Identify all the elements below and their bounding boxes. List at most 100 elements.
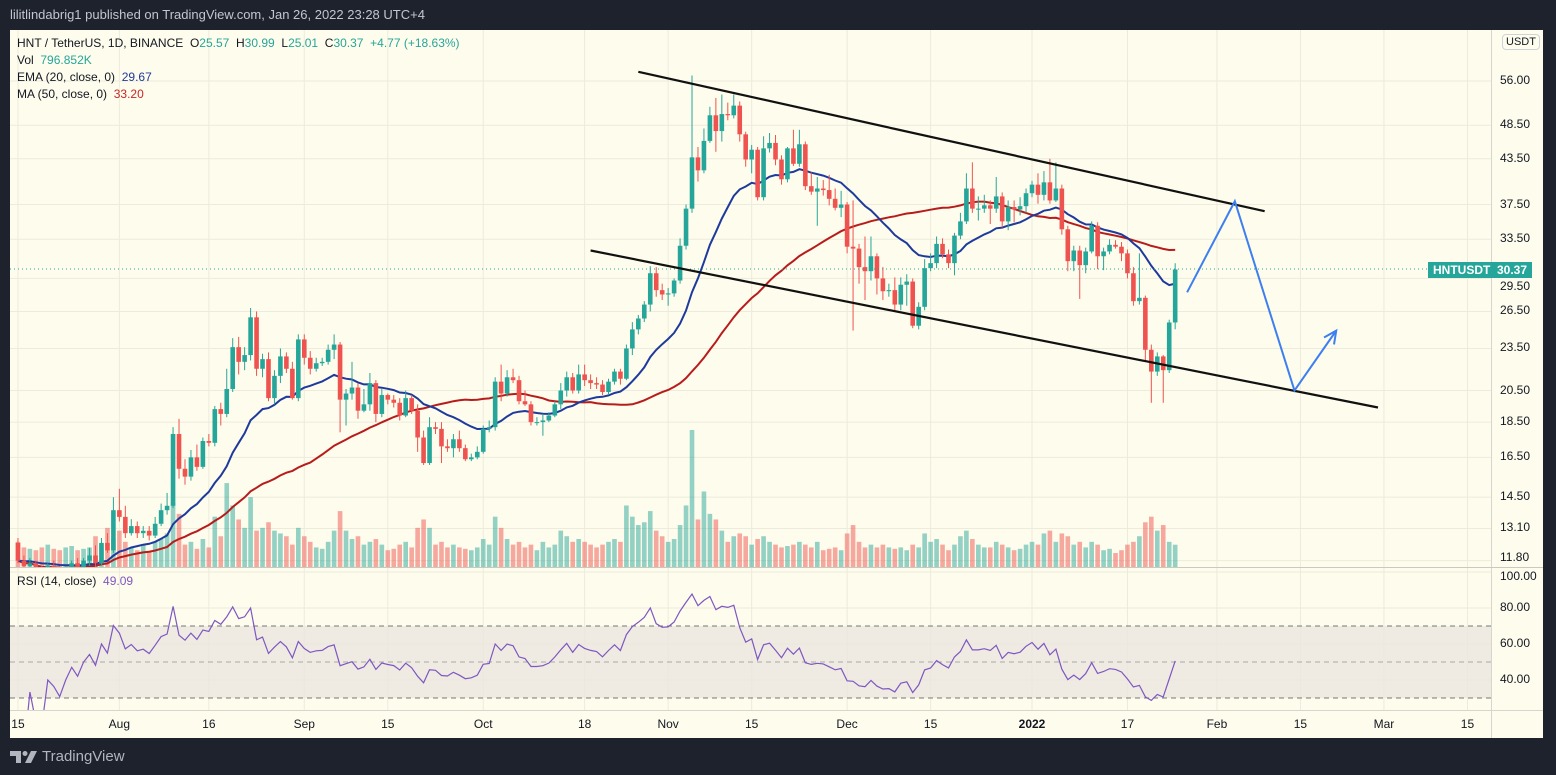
volume-bar bbox=[546, 547, 552, 567]
volume-bar bbox=[838, 550, 844, 567]
volume-bar bbox=[1107, 548, 1112, 567]
candle-body bbox=[838, 204, 844, 208]
candle-body bbox=[1095, 225, 1100, 257]
volume-bar bbox=[1113, 553, 1118, 567]
volume-bar bbox=[630, 516, 635, 567]
candle-body bbox=[224, 389, 230, 414]
time-tick-label: Feb bbox=[1206, 717, 1228, 731]
candle-body bbox=[498, 381, 504, 394]
volume-bar bbox=[606, 541, 611, 567]
volume-bar bbox=[653, 530, 659, 567]
volume-bar bbox=[1166, 541, 1172, 567]
moving-averages bbox=[17, 168, 1176, 567]
candle-body bbox=[677, 245, 683, 281]
projection-path[interactable] bbox=[1186, 198, 1338, 393]
volume-bar bbox=[910, 544, 916, 567]
candle-body bbox=[970, 188, 975, 209]
candle-body bbox=[260, 359, 265, 369]
volume-bar bbox=[111, 539, 116, 567]
volume-bar bbox=[659, 536, 665, 567]
candle-body bbox=[886, 290, 892, 292]
volume-bar bbox=[296, 527, 301, 567]
volume-bar bbox=[1125, 544, 1130, 567]
volume-bar bbox=[1119, 550, 1124, 567]
volume-bar bbox=[785, 546, 790, 567]
candle-body bbox=[1077, 250, 1083, 266]
candle-body bbox=[1035, 184, 1041, 195]
candle-body bbox=[755, 149, 760, 198]
candle-body bbox=[779, 159, 784, 180]
candle-body bbox=[463, 448, 468, 460]
candle-body bbox=[1160, 356, 1166, 371]
volume-bar bbox=[719, 530, 725, 567]
volume-bar bbox=[1154, 530, 1160, 567]
candle-body bbox=[409, 398, 414, 411]
candle-body bbox=[552, 404, 558, 416]
candle-body bbox=[75, 563, 80, 567]
candle-body bbox=[331, 344, 337, 350]
volume-bar bbox=[200, 539, 206, 567]
volume-bar bbox=[254, 530, 259, 567]
candle-body bbox=[355, 387, 361, 411]
volume-bar bbox=[600, 544, 605, 567]
ma-legend[interactable]: MA (50, close, 0) 33.20 bbox=[17, 87, 144, 101]
channel-lower[interactable] bbox=[590, 249, 1379, 409]
volume-bar bbox=[1023, 544, 1029, 567]
volume-bar bbox=[970, 539, 975, 567]
volume-bar bbox=[755, 539, 760, 567]
volume-legend[interactable]: Vol 796.852K bbox=[17, 53, 92, 67]
ema-value: 29.67 bbox=[121, 70, 152, 84]
volume-value: 796.852K bbox=[40, 53, 92, 67]
candle-body bbox=[540, 420, 546, 423]
candle-body bbox=[976, 208, 981, 210]
volume-bar bbox=[451, 544, 456, 567]
price-tick-label: 37.50 bbox=[1500, 196, 1531, 211]
drawings[interactable] bbox=[590, 70, 1379, 409]
candle-body bbox=[117, 510, 122, 517]
candle-body bbox=[427, 427, 432, 464]
symbol-legend[interactable]: HNT / TetherUS, 1D, BINANCE O25.57 H30.9… bbox=[17, 36, 460, 50]
ema-legend[interactable]: EMA (20, close, 0) 29.67 bbox=[17, 70, 152, 84]
time-tick-label: Sep bbox=[293, 717, 315, 731]
volume-bar bbox=[618, 541, 623, 567]
price-tick-label: 23.50 bbox=[1500, 340, 1531, 355]
volume-bar bbox=[767, 541, 772, 567]
volume-bar bbox=[445, 547, 450, 567]
volume-bar bbox=[39, 547, 45, 567]
candle-body bbox=[93, 555, 98, 564]
volume-bar bbox=[731, 536, 737, 567]
candle-body bbox=[898, 284, 904, 305]
candle-body bbox=[230, 347, 236, 390]
tradingview-logo[interactable]: TradingView bbox=[10, 748, 125, 765]
candle-body bbox=[486, 427, 492, 429]
candle-body bbox=[928, 263, 933, 269]
channel-upper[interactable] bbox=[638, 70, 1265, 213]
volume-bar bbox=[904, 550, 910, 567]
candle-body bbox=[1017, 206, 1023, 210]
volume-bar bbox=[480, 539, 486, 567]
volume-bar bbox=[928, 541, 933, 567]
volume-bar bbox=[1053, 541, 1059, 567]
candle-body bbox=[1059, 188, 1065, 230]
candle-body bbox=[1119, 246, 1124, 254]
volume-bar bbox=[624, 505, 629, 567]
candle-body bbox=[194, 457, 200, 467]
volume-bar bbox=[570, 541, 576, 567]
volume-bar bbox=[331, 530, 337, 567]
candle-body bbox=[564, 377, 570, 391]
candle-body bbox=[492, 381, 498, 428]
candle-body bbox=[958, 221, 963, 236]
candle-body bbox=[1101, 251, 1106, 257]
rsi-legend[interactable]: RSI (14, close) 49.09 bbox=[17, 574, 133, 588]
volume-bar bbox=[844, 533, 850, 567]
candle-body bbox=[862, 267, 868, 272]
currency-button[interactable]: USDT bbox=[1502, 34, 1540, 50]
volume-bar bbox=[1035, 544, 1041, 567]
time-tick-label: 15 bbox=[923, 717, 938, 731]
volume-bar bbox=[403, 541, 408, 567]
volume-bar bbox=[993, 541, 999, 567]
candle-body bbox=[254, 317, 259, 369]
ma-50-line bbox=[17, 200, 1176, 567]
candle-body bbox=[588, 380, 593, 384]
